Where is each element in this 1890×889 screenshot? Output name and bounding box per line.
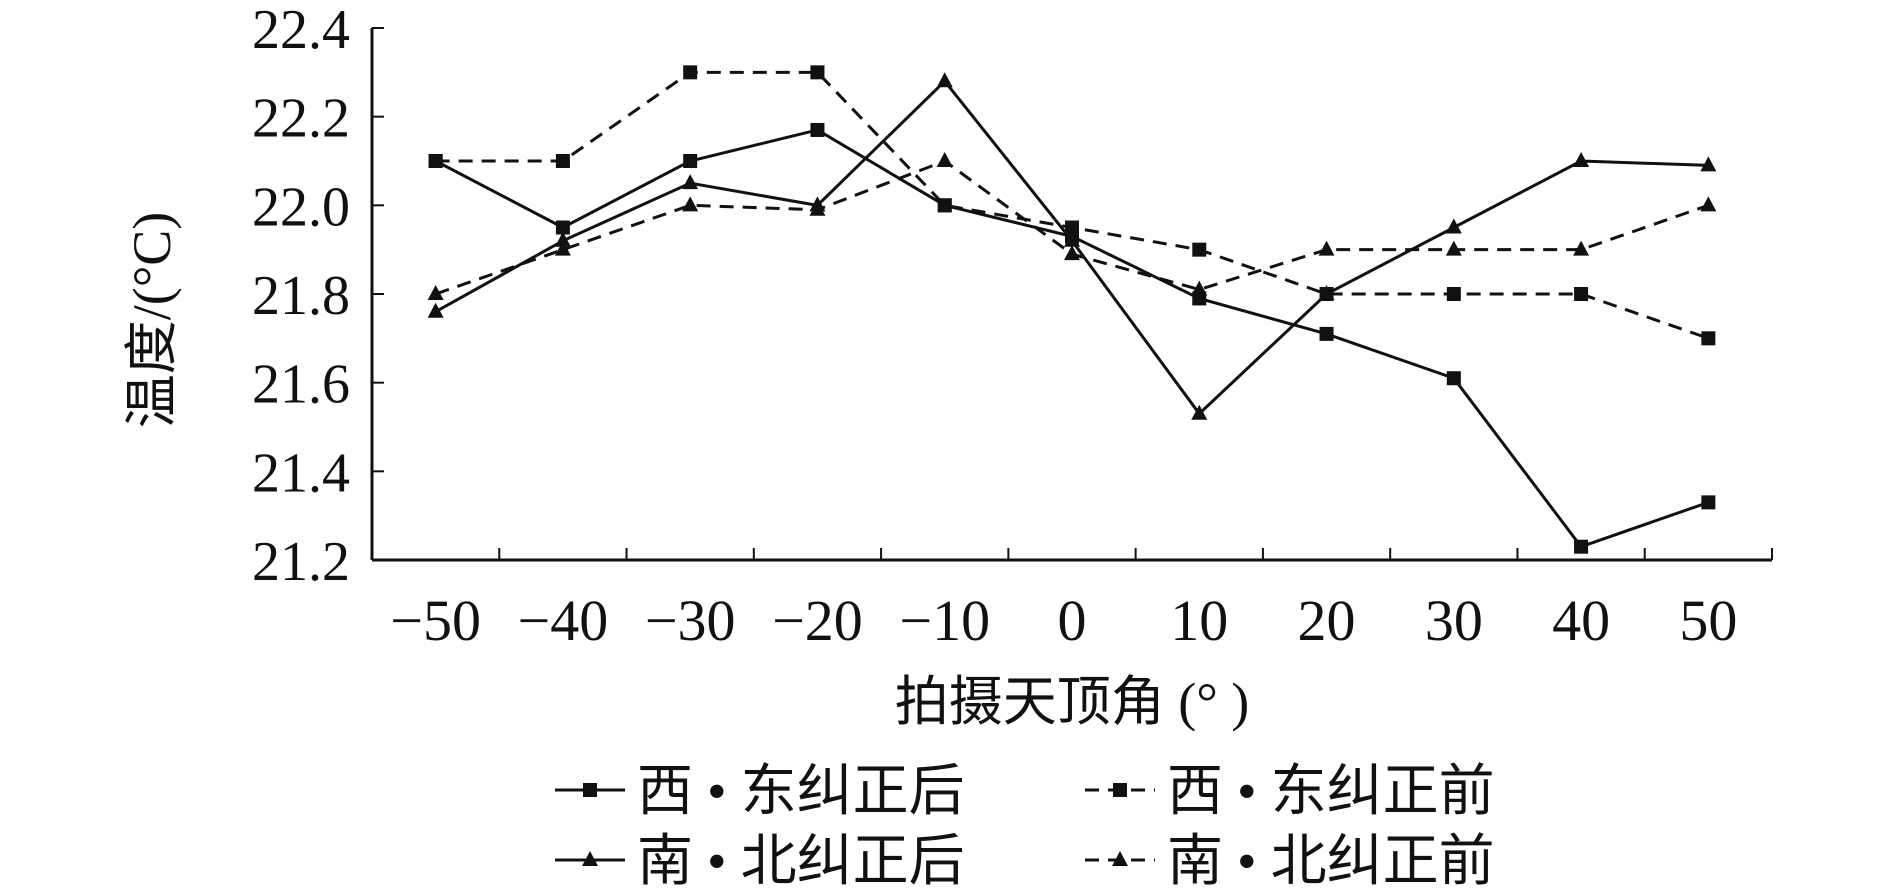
data-point <box>1445 218 1462 234</box>
x-tick-label: 0 <box>1058 588 1087 653</box>
data-point <box>1065 220 1079 235</box>
data-point <box>937 198 952 213</box>
legend-label: 西 • 东纠正后 <box>637 761 965 823</box>
y-tick-label: 22.2 <box>252 88 350 150</box>
data-point <box>1191 404 1208 420</box>
data-point <box>1064 245 1080 261</box>
data-point <box>810 122 825 137</box>
data-point <box>427 302 444 318</box>
series-line <box>435 70 1709 340</box>
x-tick-label: −50 <box>390 588 481 653</box>
data-point <box>683 154 698 168</box>
series-group <box>427 65 1717 554</box>
legend-label: 南 • 北纠正前 <box>1167 831 1495 889</box>
data-point <box>427 285 444 300</box>
legend-swatch-marker <box>1112 851 1128 866</box>
data-point <box>554 240 571 256</box>
legend-item: 南 • 北纠正前 <box>1085 831 1495 889</box>
y-ticks: 21.2 21.4 21.6 21.8 22.0 22.2 22.4 <box>252 0 384 593</box>
data-point <box>1318 240 1335 256</box>
series-4 <box>427 152 1717 300</box>
x-tick-label: −40 <box>518 588 609 653</box>
data-point <box>682 196 699 212</box>
data-point <box>1446 371 1461 386</box>
data-point <box>682 174 699 190</box>
y-tick-label: 21.2 <box>252 531 350 593</box>
legend-swatch-marker <box>583 783 597 797</box>
legend-item: 西 • 东纠正后 <box>555 761 965 823</box>
x-axis-label: 拍摄天顶角 (° ) <box>895 672 1250 732</box>
series-1 <box>428 122 1716 554</box>
x-tick-label: −10 <box>899 588 990 653</box>
x-ticks: −50 −40 −30 −20 −10 0 10 20 30 40 50 <box>390 548 1773 653</box>
legend-swatch-marker <box>582 851 598 866</box>
data-point <box>1064 231 1080 247</box>
data-point <box>1573 240 1590 256</box>
y-tick-label: 21.6 <box>252 354 350 416</box>
y-axis-label: 温度/(°C) <box>122 212 182 429</box>
data-point <box>1573 152 1590 167</box>
x-tick-label: 10 <box>1170 588 1228 653</box>
data-point <box>683 65 698 80</box>
data-point <box>1191 280 1208 296</box>
legend-label: 西 • 东纠正前 <box>1167 761 1495 823</box>
legend-item: 西 • 东纠正前 <box>1085 761 1495 823</box>
data-point <box>554 231 571 247</box>
data-point <box>809 200 826 216</box>
x-tick-label: 40 <box>1552 588 1610 653</box>
x-tick-label: 20 <box>1298 588 1356 653</box>
data-point <box>428 154 443 168</box>
data-point <box>555 220 570 235</box>
legend-item: 南 • 北纠正后 <box>555 831 965 889</box>
data-point <box>1446 287 1461 301</box>
y-tick-label: 21.8 <box>252 265 350 327</box>
data-point <box>1701 495 1716 510</box>
x-tick-label: 50 <box>1679 588 1737 653</box>
data-point <box>1701 331 1716 346</box>
data-point <box>1700 196 1717 212</box>
x-tick-label: −30 <box>645 588 736 653</box>
data-point <box>936 72 953 88</box>
data-point <box>1574 287 1589 301</box>
series-2 <box>428 65 1716 346</box>
data-point <box>1700 156 1717 172</box>
data-point <box>1574 539 1589 554</box>
data-point <box>1319 326 1334 341</box>
data-point <box>936 152 953 167</box>
data-point <box>555 154 570 168</box>
y-tick-label: 21.4 <box>252 442 350 504</box>
x-tick-label: 30 <box>1425 588 1483 653</box>
data-point <box>810 65 825 80</box>
data-point <box>1318 285 1335 300</box>
x-tick-label: −20 <box>772 588 863 653</box>
legend-swatch-marker <box>1113 783 1127 797</box>
series-line <box>434 128 1709 549</box>
legend-label: 南 • 北纠正后 <box>637 831 965 889</box>
data-point <box>1445 240 1462 256</box>
y-tick-label: 22.0 <box>252 176 350 238</box>
data-point <box>1192 242 1207 257</box>
y-tick-label: 22.4 <box>252 0 350 61</box>
